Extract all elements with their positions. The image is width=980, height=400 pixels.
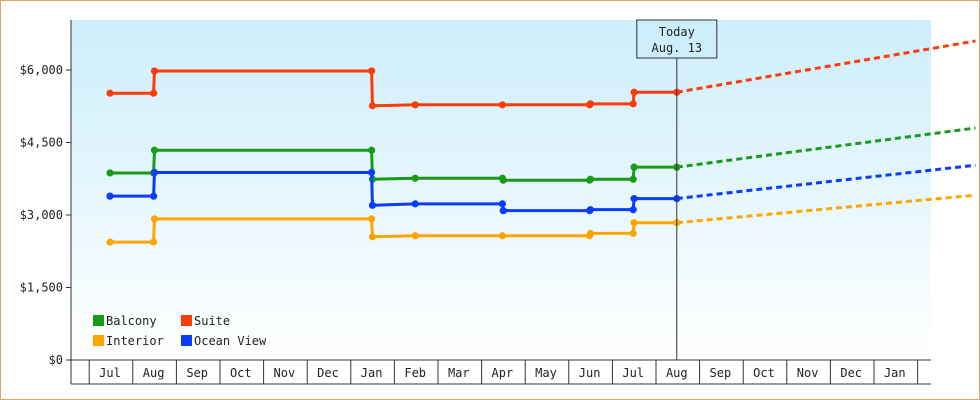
x-tick-label: May	[535, 366, 557, 380]
x-tick-label: Sep	[710, 366, 732, 380]
data-point	[368, 168, 376, 177]
data-point	[629, 100, 637, 108]
today-callout-box	[636, 19, 718, 59]
y-tick-label: $6,000	[20, 63, 63, 77]
x-tick-label: Aug	[143, 366, 165, 380]
data-point	[629, 206, 637, 214]
data-point	[586, 229, 595, 237]
data-point	[498, 200, 506, 208]
legend-swatch	[181, 315, 192, 326]
x-tick-label: Jun	[579, 366, 601, 380]
legend-swatch	[93, 335, 104, 346]
series-ocean-view	[106, 163, 976, 215]
plot-background	[71, 20, 931, 360]
legend-item: Balcony	[93, 314, 157, 328]
forecast-line	[676, 39, 976, 94]
data-point	[630, 219, 638, 227]
data-point	[150, 67, 159, 75]
data-point	[368, 201, 377, 209]
data-point	[150, 238, 158, 246]
legend-item: Suite	[181, 314, 230, 328]
data-point	[150, 192, 158, 200]
data-point	[106, 238, 114, 246]
x-tick-label: Aug	[666, 366, 688, 380]
data-point	[411, 200, 419, 208]
data-point	[498, 232, 506, 240]
data-point	[368, 67, 376, 75]
today-callout-label: Today	[659, 25, 695, 39]
x-tick-label: Oct	[753, 366, 775, 380]
data-point	[499, 176, 507, 184]
data-point	[586, 206, 595, 214]
data-point	[368, 233, 377, 241]
data-point	[368, 215, 376, 223]
data-point	[630, 163, 638, 171]
data-point	[411, 174, 419, 182]
data-point	[106, 89, 114, 97]
legend-item: Ocean View	[181, 334, 267, 348]
data-point	[411, 232, 419, 240]
x-tick-label: Jan	[884, 366, 906, 380]
x-tick-label: Mar	[448, 366, 470, 380]
data-point	[150, 168, 159, 177]
forecast-line	[676, 163, 976, 201]
data-point	[630, 88, 638, 96]
x-tick-label: Dec	[840, 366, 862, 380]
data-point	[499, 207, 507, 215]
forecast-line	[676, 126, 976, 169]
data-point	[630, 194, 638, 203]
x-tick-label: Sep	[186, 366, 208, 380]
x-tick-label: Nov	[797, 366, 819, 380]
x-tick-label: Apr	[492, 366, 514, 380]
legend-label: Suite	[194, 314, 230, 328]
data-point	[150, 215, 159, 223]
legend-label: Ocean View	[194, 334, 267, 348]
x-tick-label: Oct	[230, 366, 252, 380]
data-point	[629, 175, 637, 183]
y-tick-label: $1,500	[20, 281, 63, 295]
today-callout-date: Aug. 13	[652, 41, 703, 55]
y-tick-label: $0	[49, 353, 63, 367]
data-point	[368, 146, 376, 154]
legend-swatch	[181, 335, 192, 346]
x-tick-label: Feb	[404, 366, 426, 380]
y-tick-label: $3,000	[20, 208, 63, 222]
data-point	[411, 101, 419, 109]
series-balcony	[106, 126, 976, 184]
y-tick-label: $4,500	[20, 136, 63, 150]
series-suite	[106, 39, 976, 110]
legend-label: Balcony	[106, 314, 157, 328]
legend-label: Interior	[106, 334, 164, 348]
x-tick-label: Jul	[99, 366, 121, 380]
data-point	[498, 101, 506, 109]
data-point	[106, 169, 114, 177]
series-interior	[106, 193, 976, 246]
x-tick-label: Jan	[361, 366, 383, 380]
data-point	[586, 175, 595, 183]
data-point	[106, 192, 114, 200]
data-point	[629, 229, 637, 237]
legend-swatch	[93, 315, 104, 326]
data-point	[150, 89, 158, 97]
data-point	[150, 146, 159, 154]
x-tick-label: Jul	[622, 366, 644, 380]
data-point	[368, 102, 377, 110]
x-tick-label: Dec	[317, 366, 339, 380]
x-tick-label: Nov	[274, 366, 296, 380]
legend-item: Interior	[93, 334, 164, 348]
data-point	[586, 100, 595, 108]
